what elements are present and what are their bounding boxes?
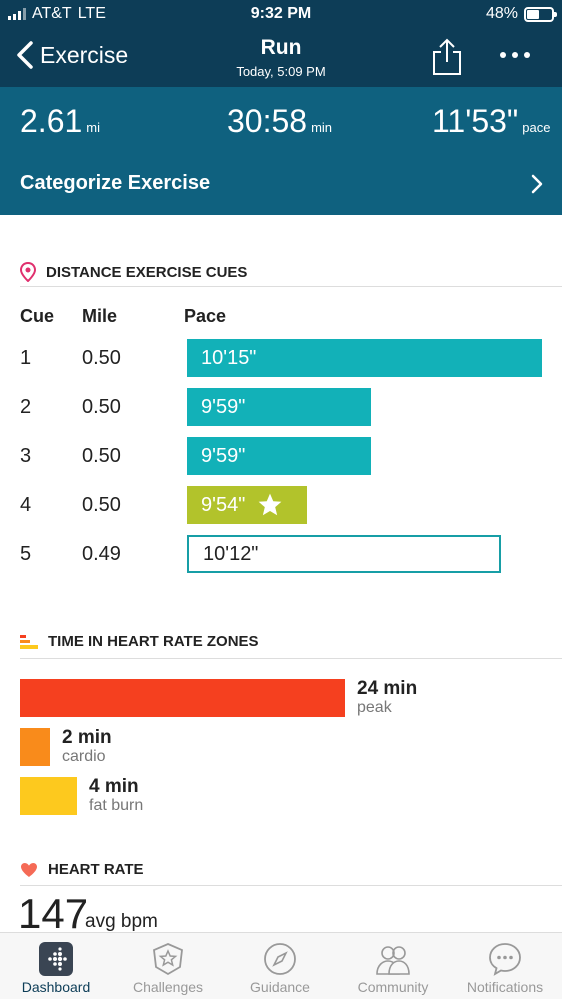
status-bar: AT&T LTE 9:32 PM 48% [0, 0, 562, 30]
divider [20, 885, 562, 886]
duration-value: 30:58 [227, 103, 308, 139]
cue-mile: 0.49 [82, 543, 121, 565]
cue-row: 1 0.50 10'15" [0, 339, 562, 379]
cue-row: 4 0.50 9'54" [0, 486, 562, 526]
pace-label: 10'12" [203, 542, 259, 565]
pace-bar: 9'59" [187, 388, 371, 426]
pace-label: 9'54" [201, 493, 246, 516]
distance-unit: mi [86, 120, 100, 135]
dashboard-icon [39, 942, 73, 976]
divider [20, 286, 562, 287]
tab-bar: Dashboard Challenges Guidance Community … [0, 932, 562, 999]
zones-heading: TIME IN HEART RATE ZONES [48, 633, 259, 650]
battery-info: 48% [485, 5, 557, 23]
duration-metric: 30:58 min [227, 103, 332, 140]
tab-guidance[interactable]: Guidance [224, 933, 336, 999]
pace-label: 10'15" [201, 346, 257, 369]
zone-bar [20, 728, 50, 766]
pace-value: 11'53" [432, 103, 519, 139]
carrier-info: AT&T LTE [8, 5, 106, 23]
duration-unit: min [311, 120, 333, 135]
zones-section-header: TIME IN HEART RATE ZONES [20, 633, 259, 650]
cue-row: 5 0.49 10'12" [0, 535, 562, 575]
star-icon [258, 493, 282, 516]
signal-icon [8, 8, 26, 20]
pace-label: 9'59" [201, 395, 246, 418]
cue-mile: 0.50 [82, 347, 121, 369]
zone-label: cardio [62, 748, 106, 765]
cue-number: 3 [20, 445, 32, 467]
pace-unit: pace [522, 120, 551, 135]
challenges-icon [153, 943, 183, 976]
categorize-exercise-button[interactable]: Categorize Exercise [20, 172, 211, 194]
tab-label: Community [357, 979, 429, 995]
tab-dashboard[interactable]: Dashboard [0, 933, 112, 999]
network-type: LTE [77, 5, 106, 22]
zone-bar [20, 679, 345, 717]
col-pace-header: Pace [184, 306, 227, 326]
zone-label: peak [357, 699, 392, 716]
cues-heading: DISTANCE EXERCISE CUES [46, 263, 248, 281]
top-bar: AT&T LTE 9:32 PM 48% Exercise Run Today,… [0, 0, 562, 87]
pace-bar-best: 9'54" [187, 486, 307, 524]
page-title: Run [260, 36, 302, 59]
chevron-right-icon[interactable] [530, 173, 544, 195]
cue-number: 4 [20, 494, 32, 516]
zone-minutes: 2 min [62, 727, 112, 748]
tab-label: Notifications [466, 979, 544, 995]
cue-mile: 0.50 [82, 396, 121, 418]
battery-percent: 48% [485, 5, 518, 22]
battery-icon [524, 6, 557, 22]
cue-number: 2 [20, 396, 32, 418]
cue-row: 3 0.50 9'59" [0, 437, 562, 477]
pace-label: 9'59" [201, 444, 246, 467]
cue-mile: 0.50 [82, 445, 121, 467]
clock: 9:32 PM [250, 5, 312, 22]
page-title-block: Run Today, 5:09 PM [0, 36, 562, 79]
divider [20, 658, 562, 659]
tab-label: Dashboard [21, 979, 91, 995]
share-icon[interactable] [432, 38, 462, 76]
pace-bar: 10'15" [187, 339, 542, 377]
heart-rate-heading: HEART RATE [48, 861, 144, 878]
tab-community[interactable]: Community [337, 933, 449, 999]
zone-label: fat burn [89, 797, 144, 814]
pace-metric: 11'53" pace [432, 103, 550, 140]
heart-rate-value: 147 [18, 890, 89, 937]
tab-notifications[interactable]: Notifications [449, 933, 561, 999]
distance-value: 2.61 [20, 103, 83, 139]
carrier-name: AT&T [32, 5, 72, 22]
location-pin-icon [20, 262, 36, 282]
zone-bar [20, 777, 77, 815]
heart-rate-section-header: HEART RATE [20, 861, 144, 878]
pace-bar: 10'12" [187, 535, 501, 573]
community-icon [376, 946, 410, 975]
back-label: Exercise [40, 41, 129, 68]
zones-icon [20, 634, 38, 649]
back-button[interactable]: Exercise [16, 40, 128, 70]
notifications-icon [489, 943, 521, 976]
tab-label: Guidance [250, 979, 310, 995]
heart-icon [21, 862, 37, 877]
exercise-summary: 2.61 mi 30:58 min 11'53" pace Categorize Ex… [0, 87, 562, 215]
cue-mile: 0.50 [82, 494, 121, 516]
zone-minutes: 4 min [89, 776, 139, 797]
more-icon[interactable] [500, 52, 530, 58]
cue-row: 2 0.50 9'59" [0, 388, 562, 428]
compass-icon [264, 943, 296, 975]
cue-number: 5 [20, 543, 32, 565]
tab-label: Challenges [132, 979, 204, 995]
tab-challenges[interactable]: Challenges [112, 933, 224, 999]
cues-section-header: DISTANCE EXERCISE CUES [20, 262, 247, 282]
pace-bar: 9'59" [187, 437, 371, 475]
col-mile-header: Mile [82, 306, 118, 326]
distance-metric: 2.61 mi [20, 103, 100, 140]
heart-rate-unit: avg bpm [85, 911, 158, 932]
chevron-left-icon [17, 41, 33, 69]
cue-number: 1 [20, 347, 32, 369]
col-cue-header: Cue [20, 306, 55, 326]
page-subtitle: Today, 5:09 PM [236, 64, 326, 79]
zone-minutes: 24 min [357, 678, 418, 699]
